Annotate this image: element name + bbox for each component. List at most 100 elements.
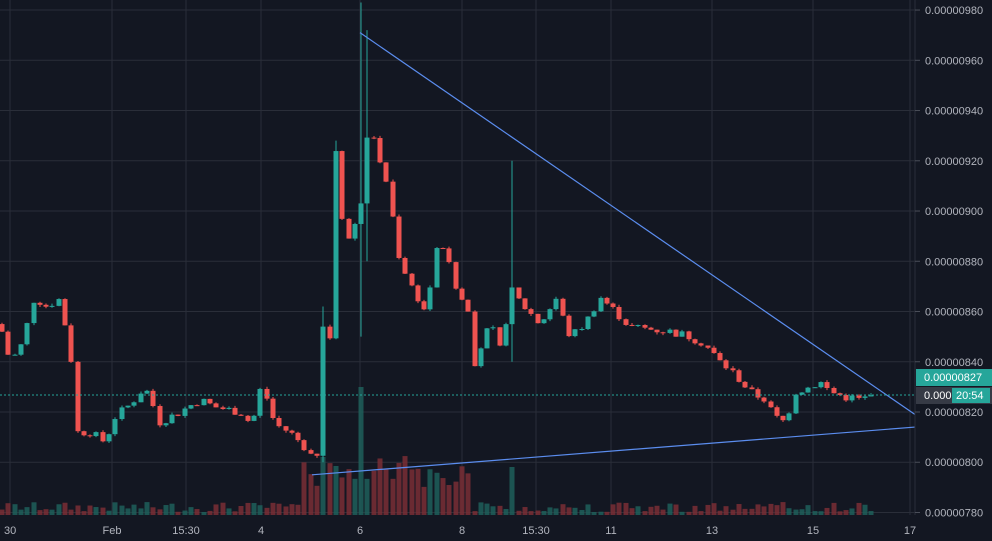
candle-body bbox=[144, 390, 150, 394]
candle-body bbox=[409, 273, 415, 286]
candle-body bbox=[56, 299, 62, 306]
candle-body bbox=[327, 326, 333, 339]
candle-body bbox=[749, 387, 755, 390]
volume-bar bbox=[295, 504, 301, 515]
volume-bar bbox=[484, 503, 490, 515]
last-price-value: 0.00000827 bbox=[924, 372, 982, 384]
candle-body bbox=[616, 306, 622, 320]
volume-bar bbox=[213, 504, 219, 515]
time-tick-label: 15 bbox=[807, 525, 819, 537]
candle-body bbox=[547, 309, 553, 320]
trendline[interactable] bbox=[311, 426, 916, 476]
volume-bar bbox=[396, 462, 402, 515]
time-tick-label: 11 bbox=[605, 525, 616, 537]
volume-bar bbox=[862, 504, 868, 515]
volume-bar bbox=[62, 502, 68, 515]
candle-body bbox=[283, 426, 289, 431]
volume-bar bbox=[535, 510, 541, 515]
volume-bar bbox=[182, 510, 188, 515]
volume-bar bbox=[434, 472, 440, 515]
volume-bar bbox=[119, 505, 125, 515]
volume-bar bbox=[150, 507, 156, 515]
volume-bar bbox=[308, 474, 314, 515]
trendlines[interactable] bbox=[311, 32, 916, 476]
candle-body bbox=[553, 298, 559, 310]
candle-body bbox=[138, 393, 144, 403]
candle-body bbox=[301, 440, 307, 451]
volume-bar bbox=[421, 486, 427, 515]
candle-body bbox=[484, 328, 490, 349]
candle-body bbox=[635, 325, 641, 327]
candle-body bbox=[125, 405, 131, 408]
volume-bar bbox=[786, 508, 792, 515]
candle-body bbox=[818, 382, 824, 388]
candle-body bbox=[62, 299, 68, 326]
candle-body bbox=[629, 324, 635, 326]
volume-bar bbox=[585, 504, 591, 515]
volume-bar bbox=[144, 502, 150, 515]
candle-body bbox=[270, 398, 276, 419]
candle-body bbox=[831, 387, 837, 394]
candle-body bbox=[87, 435, 93, 437]
candle-body bbox=[604, 297, 610, 304]
candle-body bbox=[182, 408, 188, 416]
volume-bar bbox=[711, 503, 717, 515]
candle-body bbox=[509, 287, 515, 325]
candle-body bbox=[705, 345, 711, 348]
volume-bar bbox=[5, 503, 11, 515]
candle-body bbox=[81, 431, 87, 436]
candle-body bbox=[723, 360, 729, 369]
volume-bar bbox=[446, 485, 452, 515]
candle-body bbox=[295, 432, 301, 441]
candle-body bbox=[49, 305, 55, 307]
volume-bar bbox=[81, 511, 87, 515]
volume-bar bbox=[610, 504, 616, 515]
volume-bar bbox=[478, 502, 484, 515]
time-tick-label: 8 bbox=[459, 525, 465, 537]
volume-bar bbox=[427, 469, 433, 515]
volume-bar bbox=[742, 508, 748, 515]
volume-bar bbox=[465, 473, 471, 515]
volume-bar bbox=[528, 511, 534, 515]
time-tick-label: 15:30 bbox=[172, 525, 200, 537]
time-axis-background bbox=[0, 515, 992, 541]
time-axis[interactable]: 30 Feb 15:30 4 6 8 15:30 11 13 15 17 bbox=[4, 525, 916, 537]
volume-bar bbox=[18, 509, 24, 515]
candle-body bbox=[220, 407, 226, 410]
volume-bar bbox=[194, 509, 200, 515]
volume-bar bbox=[604, 511, 610, 515]
volume-bar bbox=[320, 457, 326, 515]
time-tick-label: 6 bbox=[357, 525, 363, 537]
candle-body bbox=[238, 414, 244, 416]
candle-body bbox=[849, 395, 855, 401]
volume-bar bbox=[283, 506, 289, 515]
volume-bar bbox=[301, 462, 307, 515]
candle-body bbox=[157, 406, 163, 426]
candle-body bbox=[535, 313, 541, 324]
candle-body bbox=[623, 319, 629, 325]
volume-bar bbox=[541, 510, 547, 515]
candle-body bbox=[402, 257, 408, 274]
volume-bar bbox=[698, 511, 704, 515]
candle-body bbox=[585, 316, 591, 330]
volume-bar bbox=[333, 466, 339, 515]
price-tick-label: 0.00000780 bbox=[925, 507, 983, 519]
candle-body bbox=[768, 401, 774, 408]
trendline[interactable] bbox=[359, 32, 916, 416]
candle-body bbox=[112, 419, 118, 435]
candle-body bbox=[774, 407, 780, 416]
candle-body bbox=[541, 319, 547, 324]
candle-body bbox=[673, 329, 679, 337]
volume-bar bbox=[257, 505, 263, 515]
candle-body bbox=[591, 311, 597, 317]
volume-bar bbox=[805, 505, 811, 515]
candle-body bbox=[119, 407, 125, 420]
candle-body bbox=[692, 339, 698, 344]
volume-bar bbox=[591, 511, 597, 515]
volume-bar bbox=[799, 509, 805, 515]
volume-bar bbox=[736, 504, 742, 515]
volume-bar bbox=[831, 502, 837, 515]
candle-body bbox=[257, 388, 263, 416]
price-axis[interactable]: 0.00000780 0.00000800 0.00000820 0.00000840… bbox=[915, 5, 983, 519]
